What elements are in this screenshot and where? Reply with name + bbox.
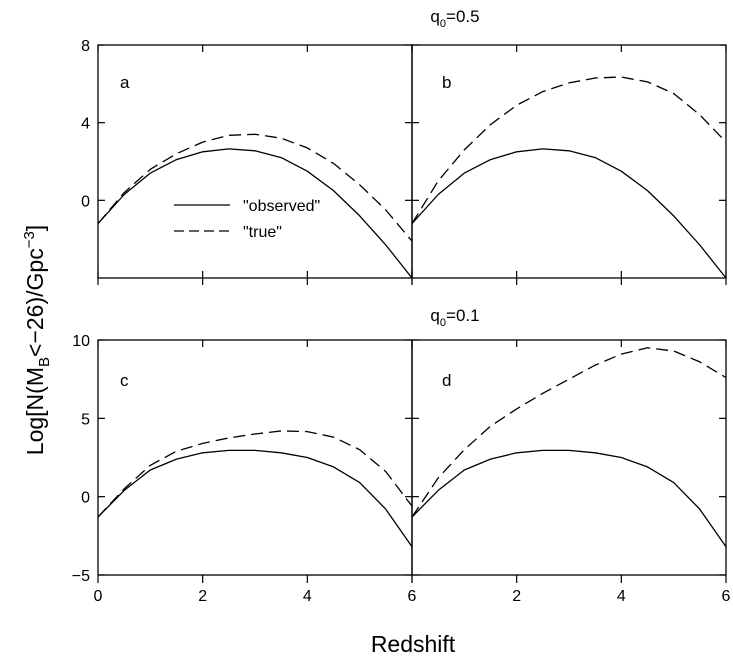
x-tick-label: 6: [408, 588, 417, 605]
series-observed-line: [98, 148, 412, 278]
row-title-bottom: q0=0.1: [430, 306, 479, 329]
row-title-top-rest: =0.5: [446, 7, 480, 26]
panel-frame: [411, 44, 727, 279]
y-tick-label: 0: [81, 490, 90, 507]
row-title-top-main: q: [430, 7, 439, 26]
row-title-top-sub: 0: [440, 18, 446, 30]
x-tick-label: 2: [198, 588, 207, 605]
legend: "observed" "true": [174, 198, 320, 241]
panel-label: d: [442, 371, 451, 390]
y-tick-label: 0: [81, 193, 90, 210]
panel-label: a: [120, 73, 130, 92]
y-label-end: ]: [22, 225, 48, 231]
panel-d: 2 4 6 d: [411, 339, 731, 605]
panel-b: b: [411, 44, 727, 285]
y-label-sub: B: [36, 357, 53, 367]
series-observed-line: [412, 449, 726, 548]
y-tick-label: 8: [81, 38, 90, 55]
y-label-mid: <−26)/Gpc: [22, 248, 48, 357]
series-true-line: [98, 430, 412, 518]
panel-a: 0 4 8 a: [81, 38, 413, 285]
row-title-bottom-main: q: [430, 306, 439, 325]
y-tick-label: 4: [81, 116, 90, 133]
row-title-bottom-sub: 0: [440, 317, 446, 329]
x-axis-label: Redshift: [371, 631, 456, 657]
series-true-line: [412, 76, 726, 224]
legend-observed-label: "observed": [243, 198, 320, 215]
panel-label: b: [442, 73, 451, 92]
panel-frame: [97, 339, 413, 576]
panel-label: c: [120, 371, 129, 390]
x-tick-label: 2: [512, 588, 521, 605]
y-tick-label: 10: [72, 333, 90, 350]
y-tick-label: 5: [81, 411, 90, 428]
x-tick-label: 4: [303, 588, 312, 605]
y-label-sup: −3: [21, 231, 38, 248]
x-tick-label: 0: [94, 588, 103, 605]
panel-frame: [411, 339, 727, 576]
legend-true-label: "true": [243, 224, 282, 241]
series-true-line: [98, 133, 412, 242]
series-true-line: [412, 347, 726, 518]
series-observed-line: [98, 449, 412, 548]
series-observed-line: [412, 148, 726, 278]
x-tick-label: 4: [617, 588, 626, 605]
y-axis-label: Log[N(MB<−26)/Gpc−3]: [21, 225, 53, 455]
panel-frame: [97, 44, 413, 279]
x-tick-label: 6: [722, 588, 731, 605]
y-tick-label: −5: [72, 568, 90, 585]
row-title-top: q0=0.5: [430, 7, 479, 30]
y-label-main: Log[N(M: [22, 367, 48, 455]
row-title-bottom-rest: =0.1: [446, 306, 480, 325]
